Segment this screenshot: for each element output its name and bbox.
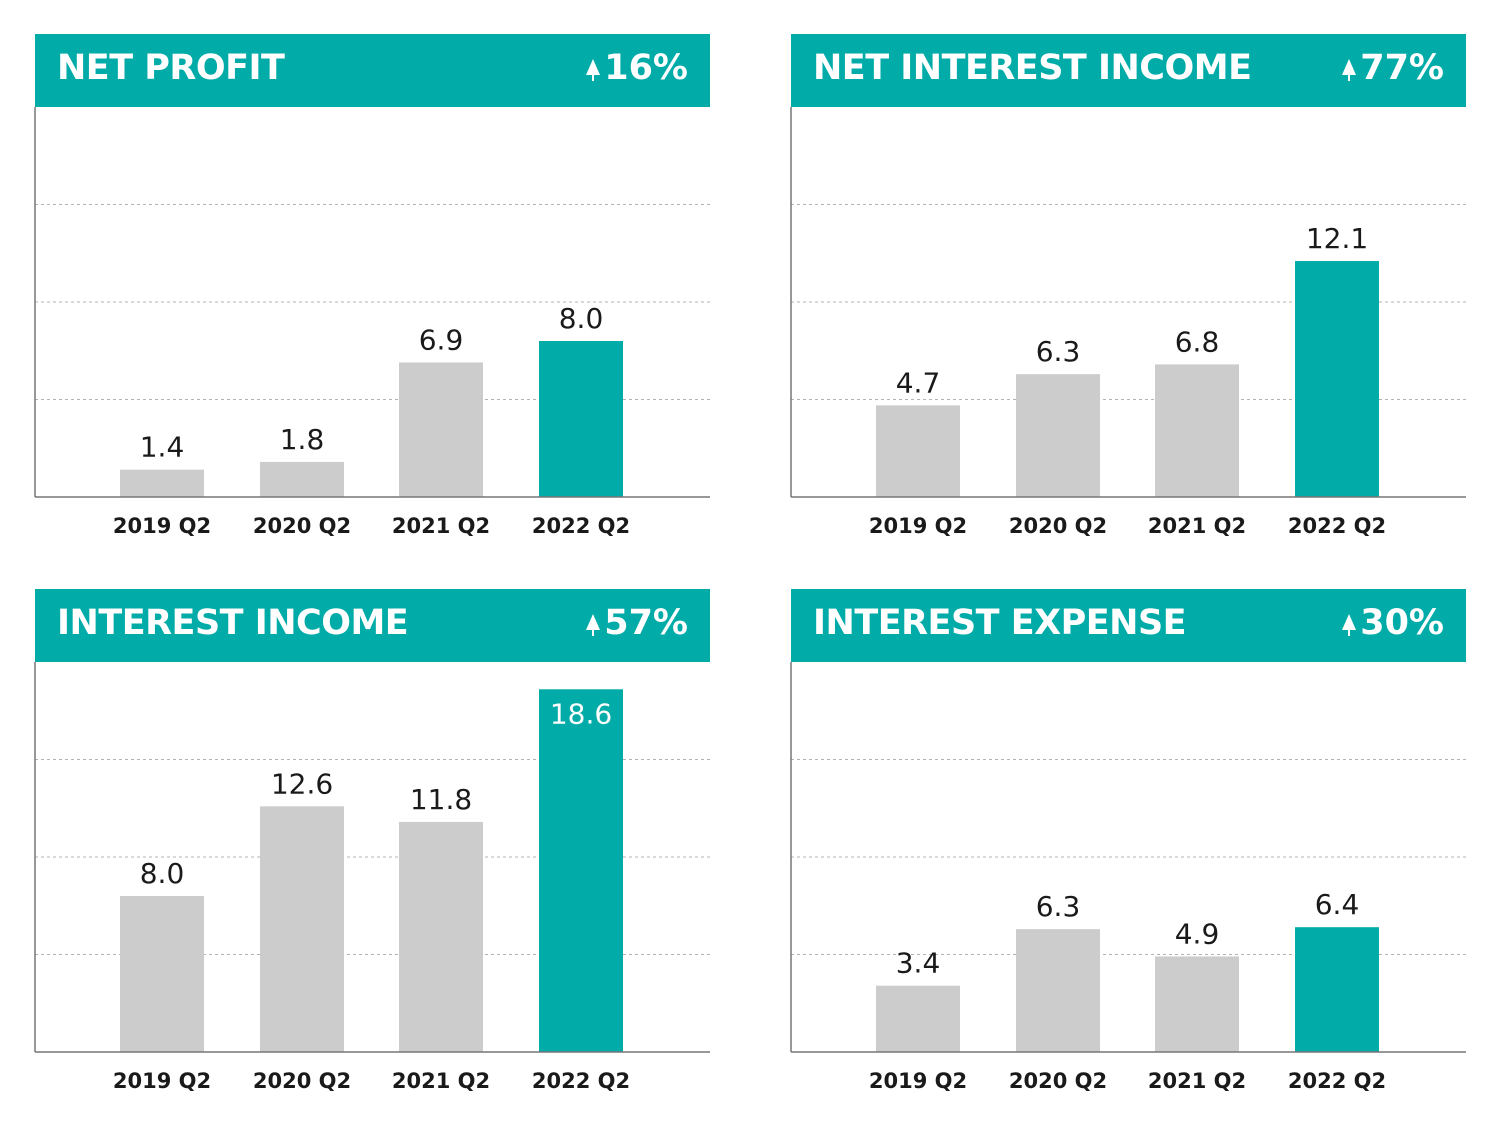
- bar: [260, 461, 344, 497]
- bar: [120, 469, 204, 497]
- change-percent: 30%: [1360, 603, 1444, 643]
- chart-header: INTEREST INCOME 57%: [35, 589, 710, 662]
- bar-value-label: 6.4: [1315, 888, 1360, 921]
- chart-header: INTEREST EXPENSE 30%: [791, 589, 1466, 662]
- bar-chart-net-profit: 1.4 2019 Q2 1.8 2020 Q2 6.9 2021 Q2 8.0 2022 Q2: [34, 107, 710, 538]
- bar-value-label: 6.9: [419, 323, 464, 356]
- x-tick-label: 2022 Q2: [1288, 514, 1386, 538]
- bar-value-label: 18.6: [550, 697, 612, 730]
- x-tick-label: 2022 Q2: [532, 514, 630, 538]
- chart-title: INTEREST INCOME: [57, 603, 409, 643]
- bar-value-label: 1.4: [140, 431, 185, 464]
- x-tick-label: 2019 Q2: [869, 514, 967, 538]
- bar-value-label: 3.4: [896, 947, 941, 980]
- bar-value-label: 8.0: [559, 302, 604, 335]
- bar-value-label: 12.6: [271, 767, 333, 800]
- bar: [399, 362, 483, 497]
- bar: [876, 405, 960, 497]
- chart-header: NET INTEREST INCOME 77%: [791, 34, 1466, 107]
- bar: [1295, 261, 1379, 497]
- x-tick-label: 2021 Q2: [1148, 1069, 1246, 1093]
- chart-panel-net-interest-income: NET INTEREST INCOME 77% 4.7 2019 Q2 6.3 202…: [790, 34, 1466, 574]
- x-tick-label: 2021 Q2: [392, 514, 490, 538]
- bar: [876, 985, 960, 1052]
- x-tick-label: 2020 Q2: [1009, 1069, 1107, 1093]
- bar: [120, 896, 204, 1052]
- bar: [1295, 927, 1379, 1052]
- chart-panel-interest-income: INTEREST INCOME 57% 8.0 2019 Q2 12.6 2020 Q…: [34, 589, 710, 1129]
- change-percent: 57%: [604, 603, 688, 643]
- change-percent: 77%: [1360, 48, 1444, 88]
- bar: [399, 821, 483, 1052]
- x-tick-label: 2020 Q2: [1009, 514, 1107, 538]
- chart-panel-net-profit: NET PROFIT 16% 1.4 2019 Q2 1.8 2020 Q2 6.9 20…: [34, 34, 710, 574]
- x-tick-label: 2021 Q2: [392, 1069, 490, 1093]
- bar-value-label: 4.9: [1175, 917, 1220, 950]
- x-tick-label: 2020 Q2: [253, 514, 351, 538]
- bar-chart-interest-income: 8.0 2019 Q2 12.6 2020 Q2 11.8 2021 Q2 18.6 2022…: [34, 662, 710, 1093]
- x-tick-label: 2022 Q2: [1288, 1069, 1386, 1093]
- x-tick-label: 2019 Q2: [113, 514, 211, 538]
- bar: [260, 806, 344, 1052]
- bar: [1016, 929, 1100, 1052]
- up-arrow-icon: [1342, 614, 1356, 636]
- x-tick-label: 2019 Q2: [869, 1069, 967, 1093]
- bar: [1155, 956, 1239, 1052]
- change-percent: 16%: [604, 48, 688, 88]
- x-tick-label: 2021 Q2: [1148, 514, 1246, 538]
- bar: [539, 689, 623, 1052]
- x-tick-label: 2019 Q2: [113, 1069, 211, 1093]
- chart-panel-interest-expense: INTEREST EXPENSE 30% 3.4 2019 Q2 6.3 2020 Q…: [790, 589, 1466, 1129]
- bar-value-label: 1.8: [280, 423, 325, 456]
- bar: [1016, 374, 1100, 497]
- bar: [1155, 364, 1239, 497]
- chart-title: NET INTEREST INCOME: [813, 48, 1252, 88]
- x-tick-label: 2020 Q2: [253, 1069, 351, 1093]
- chart-title: NET PROFIT: [57, 48, 285, 88]
- bar-value-label: 6.3: [1036, 890, 1081, 923]
- bar-value-label: 4.7: [896, 366, 941, 399]
- up-arrow-icon: [586, 59, 600, 81]
- bar-chart-net-interest-income: 4.7 2019 Q2 6.3 2020 Q2 6.8 2021 Q2 12.1 2022 Q…: [790, 107, 1466, 538]
- chart-title: INTEREST EXPENSE: [813, 603, 1187, 643]
- up-arrow-icon: [586, 614, 600, 636]
- bar-value-label: 11.8: [410, 783, 472, 816]
- x-tick-label: 2022 Q2: [532, 1069, 630, 1093]
- bar-value-label: 6.3: [1036, 335, 1081, 368]
- bar-chart-interest-expense: 3.4 2019 Q2 6.3 2020 Q2 4.9 2021 Q2 6.4 2022 Q2: [790, 662, 1466, 1093]
- up-arrow-icon: [1342, 59, 1356, 81]
- bar: [539, 341, 623, 497]
- bar-value-label: 6.8: [1175, 325, 1220, 358]
- bar-value-label: 12.1: [1306, 222, 1368, 255]
- chart-header: NET PROFIT 16%: [35, 34, 710, 107]
- bar-value-label: 8.0: [140, 857, 185, 890]
